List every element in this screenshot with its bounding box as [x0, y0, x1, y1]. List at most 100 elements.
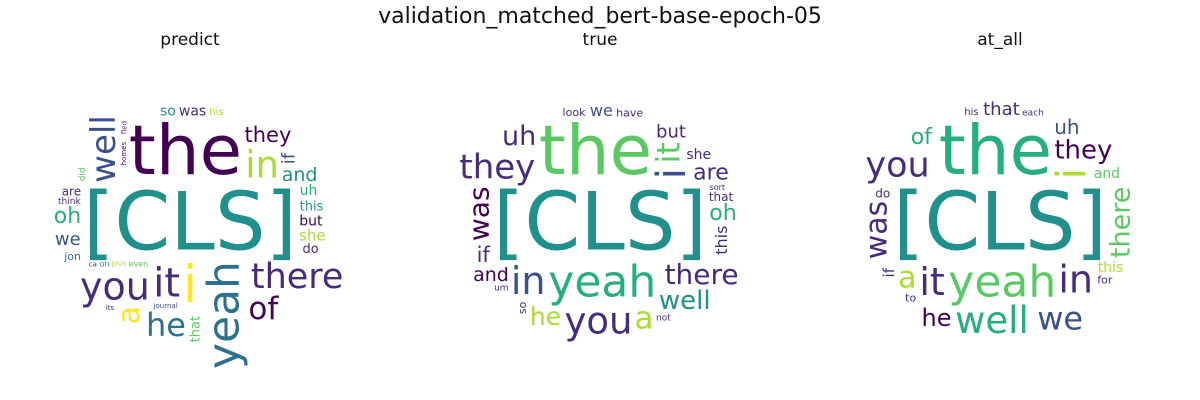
cloud-word: ca — [89, 261, 97, 269]
cloud-word: that — [983, 99, 1020, 120]
cloud-word: a — [112, 306, 147, 324]
cloud-word: so — [160, 103, 176, 119]
cloud-word: in — [511, 259, 546, 303]
cloud-word: i — [649, 168, 695, 179]
figure-title: validation_matched_bert-base-epoch-05 — [378, 4, 822, 29]
cloud-word: even — [129, 259, 149, 268]
cloud-word: it — [919, 260, 944, 304]
cloud-word: have — [616, 107, 643, 120]
panel-at-all: at_all [CLS] the yeah i it in well you there they… — [830, 30, 1170, 395]
cloud-word: oh — [709, 201, 736, 226]
cloud-word: his — [209, 107, 223, 118]
cloud-word: there — [1105, 187, 1136, 258]
cloud-word: we — [1037, 299, 1083, 337]
cloud-word: he — [922, 304, 952, 332]
cloud-word: if — [880, 267, 898, 277]
cloud-word: and — [282, 164, 318, 186]
cloud-word: if — [278, 152, 299, 164]
cloud-word: to — [905, 291, 916, 304]
cloud-word: fled — [120, 121, 128, 134]
cloud-word: she — [299, 226, 326, 244]
cloud-word: there — [665, 258, 739, 291]
cloud-word: was — [462, 186, 495, 241]
cloud-word: each — [1022, 109, 1044, 119]
cloud-word: it — [153, 260, 180, 306]
cloud-word: you — [564, 300, 632, 343]
cloud-word: if — [477, 243, 491, 267]
cloud-word: uh — [502, 121, 536, 152]
cloud-word: that — [709, 190, 734, 204]
cloud-word: the — [539, 111, 652, 191]
cloud-word: well — [955, 299, 1029, 342]
cloud-word: this — [1098, 260, 1124, 276]
word-cloud: [CLS] the yeah i it in well you there they we a he wa… — [830, 52, 1170, 392]
cloud-word: yeah — [948, 256, 1056, 307]
cloud-word: uh — [300, 183, 318, 199]
cloud-word: yeah — [199, 261, 250, 369]
cloud-word: are — [693, 161, 729, 186]
panel-predict: predict [CLS] the i yeah it you in there well he t… — [20, 30, 360, 395]
cloud-word: well — [84, 115, 124, 183]
cloud-word: his — [964, 107, 978, 118]
cloud-word: yeah — [548, 256, 656, 307]
cloud-word: was — [179, 103, 206, 119]
cloud-word: and — [1094, 166, 1120, 182]
cloud-word: do — [303, 242, 319, 257]
word-cloud: [CLS] the yeah i in you there they it well he a and w… — [430, 52, 770, 392]
cloud-word: oh — [54, 204, 81, 229]
cloud-word: the — [129, 111, 242, 191]
panel-true: true [CLS] the yeah i in you there they it well he… — [430, 30, 770, 395]
cloud-word: look — [563, 106, 587, 119]
cloud-word: he — [146, 306, 186, 344]
cloud-word: jon — [63, 250, 81, 263]
cloud-word: they — [459, 147, 535, 187]
cloud-word: well — [659, 286, 711, 316]
cloud-word: sort — [710, 183, 726, 192]
cloud-word: so — [516, 302, 529, 315]
cloud-word: it — [650, 142, 688, 163]
cloud-word: in — [1058, 257, 1093, 301]
cloud-word: he — [530, 302, 561, 331]
cloud-word: are — [62, 184, 81, 198]
cloud-word: did — [78, 167, 88, 181]
word-cloud: [CLS] the i yeah it you in there well he they of and… — [20, 52, 360, 392]
cloud-word: but — [656, 122, 686, 143]
panel-title: at_all — [977, 30, 1023, 50]
cloud-word: a — [635, 300, 654, 336]
cloud-word: they — [245, 123, 292, 147]
cloud-word: of — [248, 291, 279, 327]
cloud-word: that — [189, 316, 204, 342]
cloud-word: its — [106, 304, 115, 312]
cloud-word: think — [58, 197, 81, 207]
cloud-word: this — [300, 199, 324, 214]
cloud-word: you — [80, 264, 150, 308]
cloud-word: in — [245, 144, 279, 187]
cloud-word: on — [100, 260, 110, 269]
cloud-word: this — [712, 226, 731, 255]
cloud-word: she — [686, 147, 711, 163]
cloud-word: plus — [112, 259, 127, 267]
cloud-word: of — [911, 125, 933, 150]
cloud-word: [CLS] — [493, 176, 707, 269]
cloud-word: [CLS] — [83, 176, 297, 269]
cloud-word: you — [865, 145, 929, 185]
cloud-word: the — [939, 111, 1052, 191]
cloud-word: i — [1049, 168, 1095, 179]
cloud-word: there — [251, 257, 344, 297]
cloud-word: a — [898, 261, 916, 296]
cloud-word: and — [473, 264, 509, 286]
cloud-word: um — [494, 284, 508, 294]
cloud-word: do — [875, 187, 890, 201]
cloud-word: we — [55, 229, 81, 250]
cloud-word: [CLS] — [893, 176, 1107, 269]
panel-title: predict — [160, 30, 220, 50]
cloud-word: i — [183, 255, 197, 314]
cloud-word: we — [590, 101, 613, 120]
cloud-word: but — [299, 213, 323, 229]
cloud-word: they — [1054, 136, 1112, 166]
cloud-word: homes — [120, 142, 128, 166]
cloud-word: was — [859, 201, 894, 260]
